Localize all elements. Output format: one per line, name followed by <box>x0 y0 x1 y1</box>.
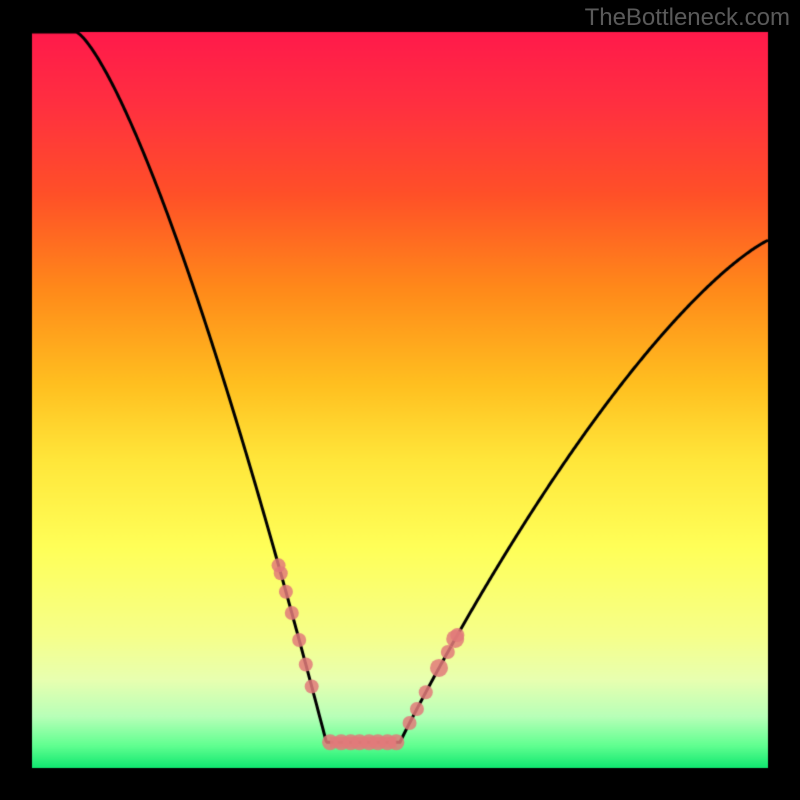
chart-root: TheBottleneck.com <box>0 0 800 800</box>
watermark-text: TheBottleneck.com <box>585 4 790 32</box>
bottleneck-chart-canvas <box>0 0 800 800</box>
